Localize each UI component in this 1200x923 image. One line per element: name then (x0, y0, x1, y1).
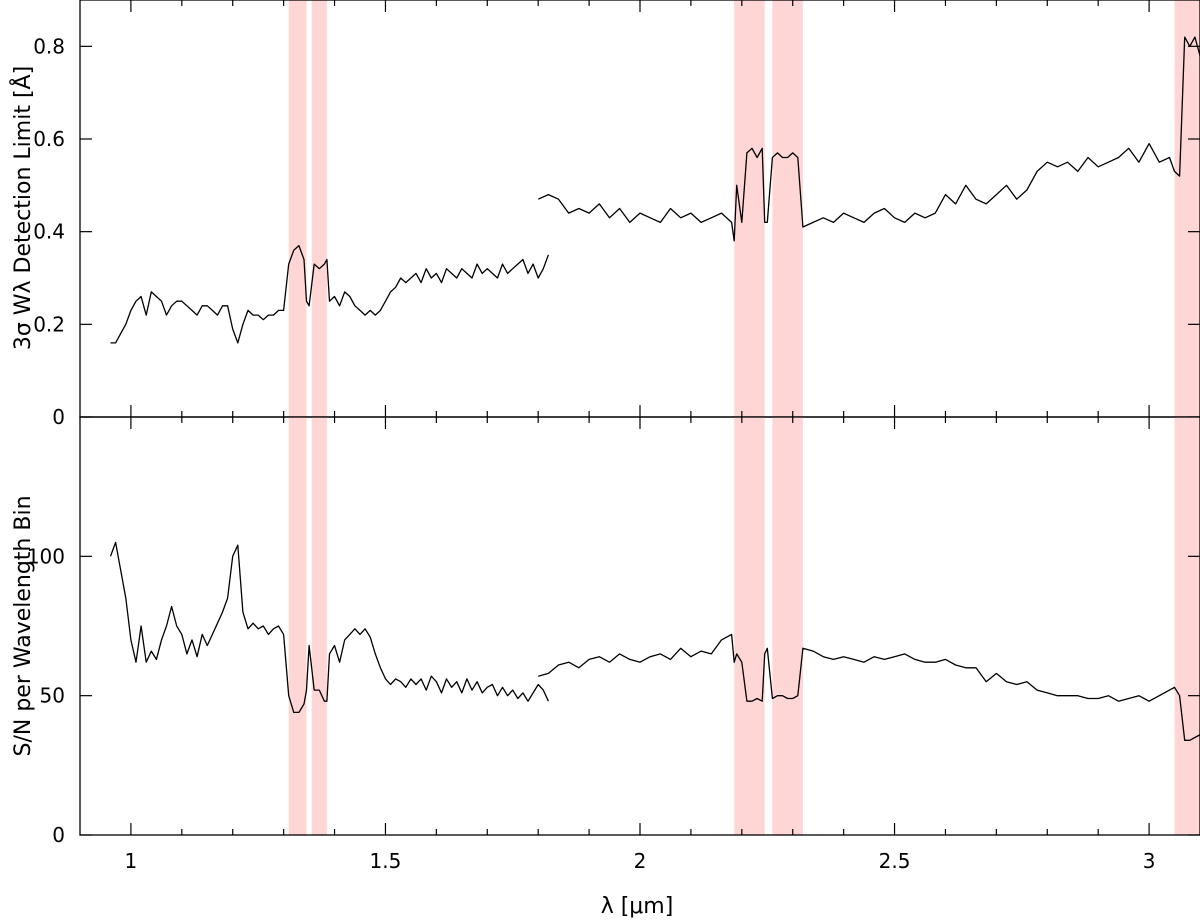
bottom-series-1 (538, 633, 1200, 741)
top-ytick-label-0: 0 (52, 405, 65, 429)
top-ticks: 0 0.2 0.4 0.6 0.8 (33, 0, 1200, 429)
bottom-band-4 (1174, 417, 1200, 835)
top-ytick-label-4: 0.8 (33, 34, 65, 58)
top-ytick-label-2: 0.4 (33, 220, 65, 244)
top-ylabel: 3σ Wλ Detection Limit [Å] (9, 66, 36, 350)
top-band-4 (1174, 0, 1200, 417)
top-panel-frame (79, 0, 1200, 418)
top-band-1 (311, 0, 327, 417)
bottom-ytick-label-1: 50 (40, 684, 65, 708)
bottom-shaded-bands (288, 417, 1200, 835)
bottom-xlabel: λ [μm] (601, 894, 674, 919)
top-ytick-label-3: 0.6 (33, 127, 65, 151)
top-band-3 (772, 0, 803, 417)
bottom-band-2 (734, 417, 765, 835)
bottom-ylabel: S/N per Wavelength Bin (11, 495, 36, 756)
bottom-band-1 (311, 417, 327, 835)
top-series-0 (110, 244, 550, 344)
bottom-xtick-label-0: 1 (125, 849, 138, 873)
bottom-ytick-label-0: 0 (52, 823, 65, 847)
top-band-0 (288, 0, 307, 417)
bottom-ytick-label-2: 100 (27, 544, 65, 568)
top-series-group (110, 36, 1200, 344)
bottom-band-0 (288, 417, 307, 835)
bottom-xtick-label-3: 2.5 (879, 849, 911, 873)
top-panel: 0 0.2 0.4 0.6 0.8 3σ Wλ Detection Limit [Å] (9, 0, 1200, 429)
top-ytick-label-1: 0.2 (33, 312, 65, 336)
bottom-xtick-label-2: 2 (634, 849, 647, 873)
bottom-panel: 0 50 100 1 1.5 2 2.5 3 S/N per Wavelength Bin λ… (11, 416, 1200, 919)
top-shaded-bands (288, 0, 1200, 417)
bottom-xtick-label-4: 3 (1143, 849, 1156, 873)
bottom-panel-frame (79, 416, 1200, 836)
bottom-ticks: 0 50 100 1 1.5 2 2.5 3 (27, 417, 1200, 873)
top-band-2 (734, 0, 765, 417)
bottom-xtick-label-1: 1.5 (370, 849, 402, 873)
bottom-series-0 (109, 541, 549, 714)
bottom-series-group (109, 541, 1200, 741)
top-series-1 (537, 36, 1200, 242)
bottom-band-3 (772, 417, 803, 835)
